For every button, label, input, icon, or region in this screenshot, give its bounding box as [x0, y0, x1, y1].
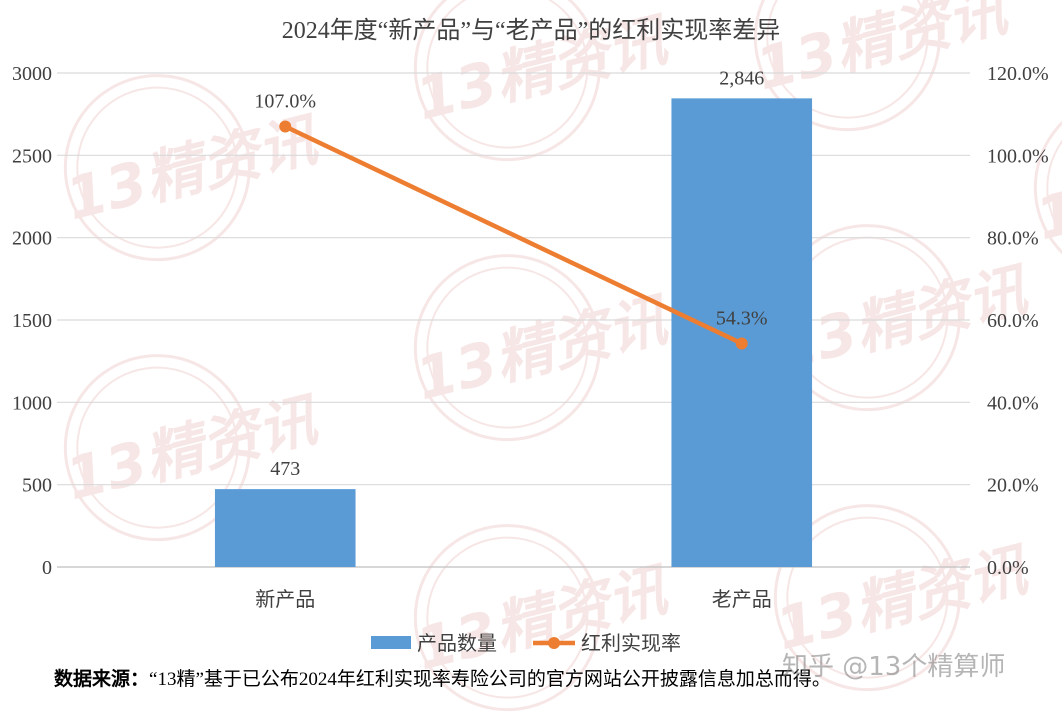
bar — [214, 489, 356, 567]
chart-title: 2024年度“新产品”与“老产品”的红利实现率差异 — [282, 17, 781, 44]
right-tick-label: 40.0% — [987, 392, 1039, 414]
left-tick-label: 1500 — [12, 310, 52, 332]
bar-data-label: 2,846 — [719, 67, 764, 89]
x-tick-label: 新产品 — [255, 588, 315, 611]
x-tick-label: 老产品 — [712, 588, 772, 611]
legend-swatch-marker — [548, 637, 560, 649]
source-note: 数据来源：“13精”基于已公布2024年红利实现率寿险公司的官方网站公开披露信息… — [54, 664, 831, 691]
right-tick-label: 20.0% — [987, 475, 1039, 497]
left-tick-label: 2000 — [12, 228, 52, 250]
series-line — [283, 124, 744, 346]
source-text: “13精”基于已公布2024年红利实现率寿险公司的官方网站公开披露信息加总而得。 — [149, 669, 831, 690]
bar — [671, 98, 813, 567]
gridlines — [57, 72, 970, 568]
watermark-stamp: 13精资讯 — [1029, 94, 1062, 282]
right-tick-label: 120.0% — [987, 63, 1049, 85]
left-tick-label: 1000 — [12, 392, 52, 414]
line-point — [279, 120, 292, 133]
left-tick-label: 2500 — [12, 145, 52, 167]
watermark-text: 13精资讯 — [749, 0, 1016, 103]
line-data-label: 54.3% — [716, 307, 768, 329]
right-tick-label: 60.0% — [987, 310, 1039, 332]
right-tick-label: 80.0% — [987, 228, 1039, 250]
legend-label-line: 红利实现率 — [581, 632, 681, 655]
x-axis-ticks: 新产品 老产品 — [255, 588, 772, 611]
left-tick-label: 500 — [22, 475, 52, 497]
line-data-label: 107.0% — [254, 91, 316, 113]
watermark-stamp: 13精资讯 — [59, 74, 327, 262]
legend-swatch-bar — [371, 636, 411, 649]
data-labels: 473 2,846 107.0% 54.3% — [254, 67, 767, 480]
watermark-stamp: 13精资讯 — [409, 254, 677, 442]
line-point — [735, 337, 748, 350]
right-tick-label: 100.0% — [987, 145, 1049, 167]
legend-label-bar: 产品数量 — [417, 632, 497, 655]
watermark-text: 13精资讯 — [409, 285, 676, 414]
corner-watermark: 知乎 @13个精算师 — [782, 652, 1006, 682]
left-tick-label: 0 — [42, 557, 52, 579]
right-axis-ticks: 0.0% 20.0% 40.0% 60.0% 80.0% 100.0% 120.0% — [987, 63, 1049, 579]
right-tick-label: 0.0% — [987, 557, 1029, 579]
line-series — [279, 120, 748, 350]
source-label: 数据来源： — [54, 669, 150, 690]
bar-data-label: 473 — [270, 458, 300, 480]
legend: 产品数量 红利实现率 — [371, 632, 681, 655]
left-axis-ticks: 0 500 1000 1500 2000 2500 3000 — [12, 63, 52, 579]
left-tick-label: 3000 — [12, 63, 52, 85]
bar-series — [214, 98, 813, 567]
